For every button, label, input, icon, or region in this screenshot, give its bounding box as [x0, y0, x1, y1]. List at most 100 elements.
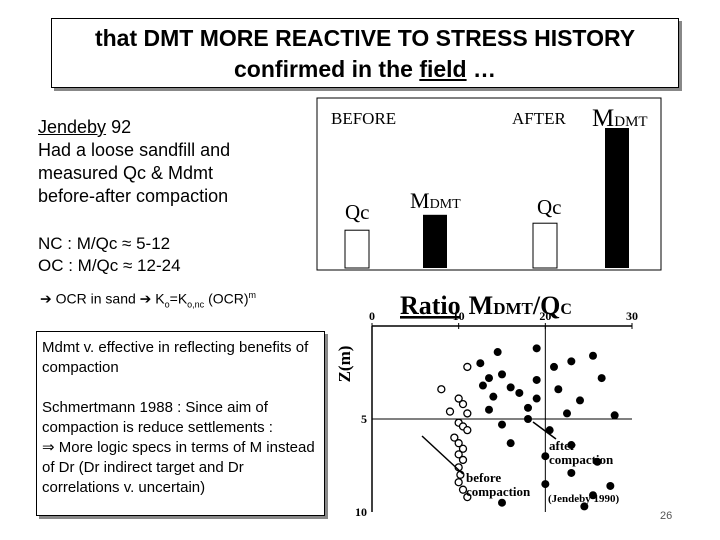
after-point [498, 370, 506, 379]
after-annotation-2: compaction [549, 452, 614, 467]
before-point [454, 450, 463, 459]
before-point [454, 394, 463, 403]
notes-box: Mdmt v. effective in reflecting benefits… [36, 331, 325, 516]
source-label: (Jendeby 1990) [548, 493, 620, 505]
intro-line-1: Jendeby 92 [38, 116, 308, 139]
after-point [524, 415, 532, 423]
before-point [437, 385, 446, 394]
before-annotation-2: compaction [466, 484, 531, 499]
qc-label-after: Qc [537, 195, 562, 219]
ratio-profile-chart: Ratio MDMT/QC Z(m) 0 10 20 30 5 10 before comp… [335, 291, 638, 519]
after-point [485, 374, 493, 383]
before-point [458, 455, 468, 465]
title-line-2-prefix: confirmed in the [234, 56, 420, 82]
after-point [532, 375, 541, 384]
after-point [576, 396, 584, 405]
before-point [450, 433, 459, 442]
ocr-power: (OCR) [204, 290, 249, 307]
arrow-icon: ➔ [139, 290, 152, 307]
before-point [458, 485, 468, 494]
after-point [554, 385, 563, 394]
note-schmertmann: Schmertmann 1988 : Since aim of compacti… [42, 399, 273, 436]
bar-qc-after [532, 222, 558, 269]
profile-points [437, 344, 619, 511]
after-point [606, 481, 615, 490]
title-ellipsis: … [466, 56, 496, 82]
qc-label-before: Qc [345, 200, 370, 224]
after-point [506, 439, 515, 448]
before-point [445, 407, 455, 416]
after-point [478, 381, 487, 390]
bar-chart-frame [316, 97, 662, 271]
before-point [454, 439, 463, 448]
x-tick-label: 30 [626, 309, 638, 323]
before-point [463, 409, 472, 418]
x-tick-label: 0 [369, 309, 375, 323]
depth-axis-label: Z(m) [335, 346, 354, 383]
ratio-title: Ratio MDMT/QC [400, 291, 572, 320]
before-point [463, 492, 472, 502]
y-tick-label: 5 [361, 412, 367, 426]
after-point [567, 357, 576, 366]
x-tick-label: 20 [539, 309, 551, 323]
nc-range: NC : M/Qc ≈ 5-12 [38, 234, 171, 253]
intro-line-3: measured Qc & Mdmt [38, 163, 214, 183]
after-point [515, 388, 524, 397]
before-point [458, 399, 468, 409]
after-label: AFTER [512, 109, 567, 128]
ko-nc-subscript: o,nc [187, 299, 205, 310]
ko-nc-symbol: =K [169, 290, 188, 307]
oc-range: OC : M/Qc ≈ 12-24 [38, 256, 181, 275]
page-number: 26 [660, 510, 673, 522]
after-point [550, 362, 558, 371]
ocr-text: OCR in sand [51, 290, 140, 307]
before-pointer [421, 435, 464, 475]
note-logic: ⇒ More logic specs in terms of M instead… [42, 439, 315, 496]
after-point [489, 392, 498, 401]
exponent-m: m [248, 290, 257, 300]
after-point [506, 383, 515, 392]
m-label-before: MDMT [410, 188, 461, 213]
x-tick-label: 10 [453, 309, 465, 323]
after-point [476, 359, 485, 368]
after-point [541, 452, 550, 461]
intro-line-4: before-after compaction [38, 186, 229, 206]
bar-m-before [423, 214, 447, 268]
before-point [463, 362, 472, 372]
after-point [532, 344, 541, 353]
after-annotation-1: after [549, 438, 576, 453]
after-point [589, 351, 597, 360]
title-line-2: confirmed in the field … [52, 54, 678, 85]
after-pointer [532, 421, 557, 440]
intro-line-2: Had a loose sandfill and [38, 140, 231, 160]
after-point [485, 405, 493, 414]
after-point [593, 457, 602, 466]
ko-symbol: K [151, 290, 165, 307]
after-point [567, 441, 576, 450]
ratio-ranges: NC : M/Qc ≈ 5-12 OC : M/Qc ≈ 12-24 [38, 233, 181, 277]
before-annotation-1: before [466, 470, 501, 485]
before-point [458, 444, 468, 453]
after-point [498, 420, 506, 429]
after-point [610, 411, 619, 420]
title-field-word: field [419, 56, 467, 82]
before-after-bar-chart: BEFORE AFTER MDMT Qc MDMT Qc [316, 97, 662, 271]
after-point [532, 394, 541, 403]
after-point [498, 498, 506, 507]
intro-jendeby: Jendeby [38, 117, 107, 137]
after-point [563, 409, 571, 418]
y-tick-label: 10 [355, 505, 367, 519]
before-point [454, 478, 463, 487]
after-point [580, 502, 589, 511]
after-point [589, 491, 597, 500]
after-point [597, 374, 606, 383]
before-label: BEFORE [331, 109, 396, 128]
after-point [567, 468, 576, 477]
intro-year: 92 [106, 117, 132, 137]
after-point [524, 403, 532, 412]
title-line-1: that DMT MORE REACTIVE TO STRESS HISTORY [94, 25, 636, 51]
m-label-after: MDMT [592, 105, 648, 132]
after-point [541, 480, 550, 489]
bar-m-after [605, 128, 629, 268]
intro-text: Jendeby 92 Had a loose sandfill and meas… [38, 116, 308, 208]
